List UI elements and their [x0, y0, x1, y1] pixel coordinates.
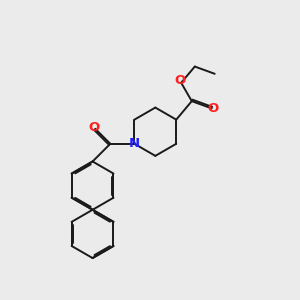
Text: N: N: [129, 137, 140, 150]
Text: O: O: [88, 121, 100, 134]
Text: O: O: [174, 74, 185, 87]
Text: O: O: [208, 103, 219, 116]
